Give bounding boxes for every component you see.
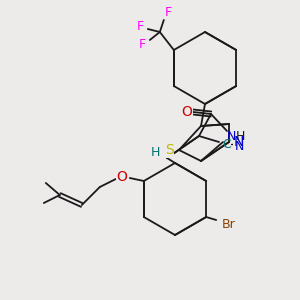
Text: S: S — [165, 143, 173, 157]
Text: F: F — [136, 20, 143, 34]
Text: F: F — [138, 38, 146, 50]
Text: O: O — [116, 170, 127, 184]
Text: H: H — [150, 146, 160, 160]
Text: N: N — [226, 130, 236, 142]
Text: Br: Br — [221, 218, 235, 230]
Text: N: N — [234, 135, 244, 149]
Text: N: N — [234, 140, 244, 152]
Text: H: H — [235, 130, 245, 143]
Text: F: F — [164, 5, 171, 19]
Text: C: C — [223, 137, 231, 151]
Text: O: O — [182, 105, 192, 119]
